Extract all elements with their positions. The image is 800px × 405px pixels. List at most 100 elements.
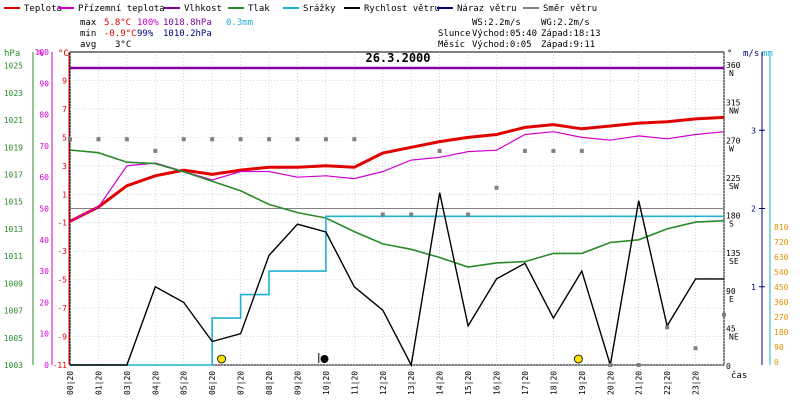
wind-dir-point [153,148,158,153]
mm-tick-label: 90 [774,343,784,352]
wind-dir-point [693,346,698,351]
temp-tick-label: -9 [57,333,67,342]
pct-tick-label: 40 [39,236,49,245]
hpa-tick-label: 1021 [4,116,23,125]
deg-tick-label: 0 [726,362,731,371]
pct-tick-label: 100 [35,48,50,57]
hpa-tick-label: 1005 [4,334,23,343]
ms-tick-label: 2 [751,205,756,214]
wind-ws: WS:2.2m/s [472,18,521,28]
legend: Teplota Přízemní teplota Vlhkost Tlak Srážky… [4,4,597,14]
mm-tick-label: 360 [774,298,789,307]
stats-avg-temp: 3°C [115,40,131,50]
wind-dir-point [437,148,442,153]
compass-label: NE [729,332,739,341]
legend-label: Rychlost větru [364,4,440,14]
chart-title: 26.3.2000 [365,51,430,65]
mm-tick-label: 0 [774,358,779,367]
axis-headers: hPa % °C ° m/s mm čas [4,49,773,381]
compass-label: S [729,220,734,229]
stats-min-hum: 99% [137,29,154,39]
temp-tick-label: -1 [57,219,67,228]
wind-dir-point [636,363,641,367]
x-tick-label: 14|20 [436,371,445,395]
axis-header-pct: % [38,49,44,59]
grid [69,52,725,366]
sun-rise: Východ:05:40 [472,29,537,39]
hpa-tick-label: 1003 [4,361,23,370]
deg-tick-label: 315 [726,99,741,108]
hpa-tick-label: 1017 [4,170,23,179]
hpa-tick-label: 1013 [4,225,23,234]
compass-label: SE [729,257,739,266]
stats-min-label: min [80,29,96,39]
x-tick-label: 11|20 [350,371,359,395]
temp-tick-label: 5 [62,133,67,142]
temp-tick-label: -3 [57,247,67,256]
pct-tick-label: 0 [44,361,49,370]
temp-tick-label: -7 [57,304,67,313]
deg-tick-label: 225 [726,174,741,183]
wind-dir-point [210,137,215,142]
ms-tick-label: 1 [751,283,756,292]
legend-label: Teplota [24,4,62,14]
pct-tick-label: 70 [39,142,49,151]
mm-tick-label: 630 [774,253,789,262]
pct-tick-label: 50 [39,205,49,214]
axis-header-degc: °C [58,49,69,59]
x-tick-label: 01|20 [94,371,103,395]
x-tick-label: 22|20 [663,371,672,395]
wind-dir-point [522,148,527,153]
wind-dir-point [380,212,385,217]
x-tick-label: 21|20 [635,371,644,395]
x-tick-label: 16|20 [493,371,502,395]
mm-tick-label: 270 [774,313,789,322]
deg-tick-label: 90 [726,287,736,296]
stats-precip: 0.3mm [226,18,253,28]
legend-label: Tlak [248,4,270,14]
pct-tick-label: 30 [39,267,49,276]
deg-tick-label: 135 [726,249,741,258]
x-tick-label: 17|20 [521,371,530,395]
x-tick-label: 05|20 [180,371,189,395]
mm-tick-label: 450 [774,283,789,292]
x-tick-label: 23|20 [692,371,701,395]
mm-tick-label: 540 [774,268,789,277]
temp-tick-label: 3 [62,162,67,171]
hpa-tick-label: 1019 [4,143,23,152]
x-tick-label: 18|20 [549,371,558,395]
wind-dir-point [96,137,101,142]
moon-rise: Východ:0:05 [472,40,532,50]
x-tick-label: 10|20 [322,371,331,395]
compass-label: NW [729,107,739,116]
x-tick-label: 07|20 [237,371,246,395]
wind-dir-point [579,148,584,153]
legend-label: Vlhkost [184,4,222,14]
hpa-tick-label: 1011 [4,252,23,261]
sun-marker [574,354,583,364]
hpa-tick-label: 1007 [4,307,23,316]
wind-dir-point [722,312,726,317]
ms-tick-label: 3 [751,126,756,135]
mm-tick-label: 720 [774,238,789,247]
pct-tick-label: 90 [39,79,49,88]
wind-dir-point [608,363,613,367]
temp-tick-label: 7 [62,105,67,114]
legend-label: Přízemní teplota [78,4,165,14]
temp-tick-label: -11 [53,361,68,370]
series-přízemní-teplota [69,131,725,222]
hpa-tick-label: 1015 [4,198,23,207]
deg-tick-label: 45 [726,324,736,333]
marker-group [217,353,583,364]
compass-label: SW [729,182,739,191]
legend-label: Srážky [303,4,336,14]
wind-dir-point [466,212,471,217]
axis-header-cas: čas [731,370,747,381]
x-tick-label: 03|20 [123,371,132,395]
deg-tick-label: 360 [726,61,741,70]
compass-label: W [729,144,734,153]
legend-label: Náraz větru [457,4,517,14]
wind-dir-point [267,137,272,142]
pct-tick-label: 20 [39,298,49,307]
